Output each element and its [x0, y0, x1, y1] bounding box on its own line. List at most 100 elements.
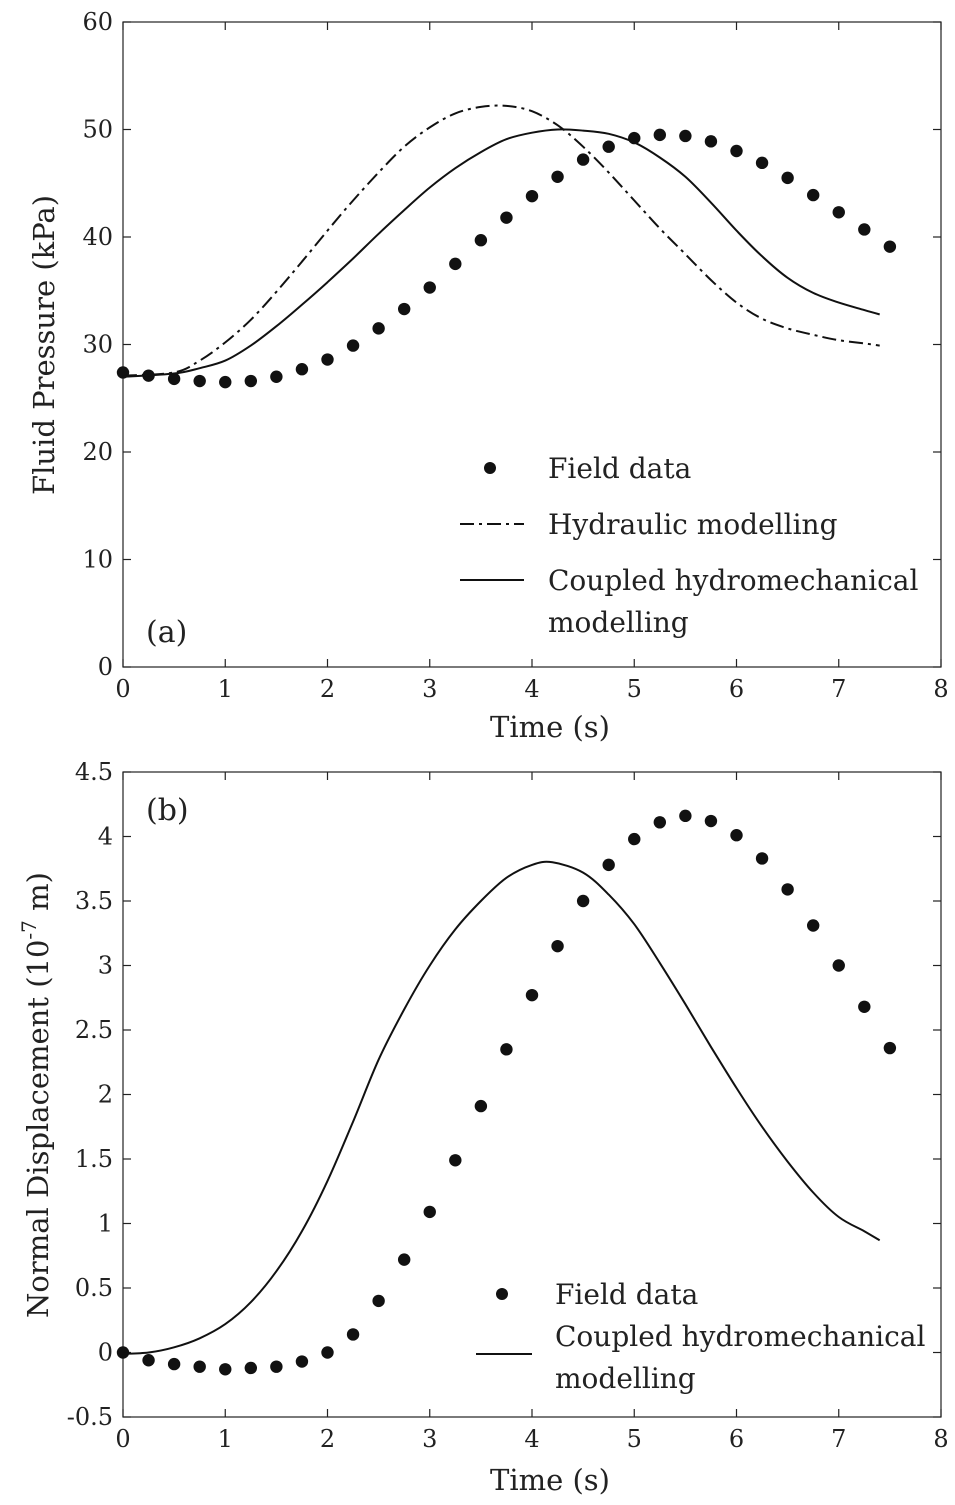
panel-b-y-axis-label-unit: m) — [21, 872, 55, 920]
legend-coupled-label-line1: Coupled hydromechanical — [548, 564, 918, 597]
panel-b-field-data-point — [551, 939, 564, 953]
panel-b-field-data-point — [423, 1205, 436, 1219]
panel-a-field-data-point — [321, 353, 334, 366]
panel-a-field-data-point — [423, 281, 436, 294]
panel-b-y-tick-label: 3.5 — [75, 887, 113, 915]
panel-b-field-data-point — [858, 1000, 871, 1013]
panel-b-label: (b) — [146, 793, 189, 828]
panel-a-x-tick-label: 5 — [627, 675, 642, 703]
panel-a-field-data-point — [167, 372, 181, 386]
panel-b-field-data-point — [806, 919, 820, 932]
panel-b-field-data-point — [883, 1041, 897, 1055]
panel-b-field-data-point — [730, 829, 743, 842]
panel-b-normal-displacement-chart: 0 1 2 3 4 5 6 7 8-0.500.511.522.533.544.5 (b) Ti… — [17, 758, 949, 1497]
panel-b-field-data-point — [295, 1355, 309, 1368]
panel-b-y-axis-label: Normal Displacement (10-7 m) — [17, 872, 55, 1318]
panel-b-field-data-point — [219, 1363, 232, 1376]
panel-b-y-tick-label: 4.5 — [75, 758, 113, 786]
panel-b-x-tick-label: 1 — [218, 1425, 233, 1453]
panel-b-field-data-point — [704, 814, 718, 828]
panel-a-x-axis-label: Time (s) — [490, 710, 610, 744]
panel-b-field-data-point — [653, 816, 667, 829]
panel-a-label: (a) — [146, 615, 187, 650]
panel-b-y-tick-label: 1.5 — [75, 1145, 113, 1173]
panel-a-field-data-point — [832, 206, 845, 219]
legend-hydraulic-label: Hydraulic modelling — [548, 508, 838, 541]
panel-a-field-data-point — [858, 223, 871, 236]
panel-b-field-data-point — [244, 1361, 258, 1375]
panel-a-x-tick-label: 2 — [320, 675, 335, 703]
panel-b-x-tick-label: 5 — [627, 1425, 642, 1453]
panel-b-field-data-point — [576, 894, 590, 908]
panel-a-field-data-point — [602, 140, 615, 153]
panel-a-y-tick-label: 0 — [98, 653, 113, 681]
panel-a-hydraulic-modelling-line — [122, 104, 880, 377]
panel-a-field-data-point — [244, 374, 258, 388]
legend-b-field-data-label: Field data — [555, 1278, 698, 1311]
panel-b-y-tick-label: 0 — [98, 1339, 113, 1367]
panel-b-series — [116, 809, 897, 1376]
panel-b-field-data-point — [116, 1346, 130, 1359]
panel-a-x-tick-label: 4 — [524, 675, 539, 703]
panel-b-x-tick-label: 2 — [320, 1425, 335, 1453]
panel-b-x-tick-label: 0 — [115, 1425, 130, 1453]
panel-b-field-data-point — [602, 858, 615, 872]
panel-b-field-data-point — [449, 1154, 462, 1167]
panel-a-fluid-pressure-chart: 0 1 2 3 4 5 6 7 8 0 10 20 30 40 50 60 (a) Time (s) Flui… — [27, 8, 949, 744]
panel-b-field-data-point — [525, 988, 539, 1002]
panel-b-y-tick-label: 1 — [98, 1210, 113, 1238]
panel-a-field-data-point — [883, 240, 897, 253]
panel-a-field-data-point — [806, 188, 820, 202]
panel-a-field-data-point — [397, 302, 411, 316]
legend-field-data-label: Field data — [548, 452, 691, 485]
panel-a-field-data-point — [781, 171, 794, 185]
panel-a-y-tick-label: 30 — [82, 331, 113, 359]
panel-b-field-data-point — [142, 1354, 155, 1367]
legend-b-field-data-marker — [496, 1288, 508, 1300]
panel-a-field-data-point — [500, 211, 513, 224]
panel-b-field-data-point — [755, 852, 769, 865]
panel-a-field-data-point — [679, 129, 692, 143]
panel-a-y-tick-label: 10 — [82, 546, 113, 574]
panel-b-x-tick-label: 4 — [524, 1425, 539, 1453]
panel-b-x-tick-label: 8 — [933, 1425, 948, 1453]
panel-a-field-data-point — [295, 363, 309, 376]
panel-b-field-data-point — [346, 1328, 360, 1341]
panel-b-field-data-point — [372, 1294, 385, 1308]
panel-a-field-data-point — [449, 257, 462, 271]
panel-b-field-data-point — [270, 1360, 283, 1373]
panel-b-field-data-point — [628, 832, 641, 846]
panel-b-field-data-point — [474, 1099, 488, 1113]
panel-b-y-axis-label-main: Normal Displacement (10 — [21, 940, 55, 1318]
panel-a-y-tick-label: 40 — [82, 223, 113, 251]
panel-b-y-tick-label: 4 — [98, 823, 113, 851]
panel-a-x-tick-label: 1 — [218, 675, 233, 703]
legend-field-data-marker — [484, 462, 496, 474]
panel-b-legend: Field data Coupled hydromechanical model… — [476, 1278, 925, 1395]
panel-a-field-data-point — [474, 234, 488, 247]
panel-b-y-tick-label: 3 — [98, 952, 113, 980]
panel-a-legend: Field data Hydraulic modelling Coupled h… — [460, 452, 918, 639]
panel-a-y-tick-label: 20 — [82, 438, 113, 466]
panel-b-ticks: 0 1 2 3 4 5 6 7 8-0.500.511.522.533.544.5 — [67, 758, 949, 1453]
panel-b-field-data-point — [781, 883, 794, 896]
panel-a-field-data-point — [525, 189, 539, 203]
panel-b-field-data-point — [397, 1253, 411, 1266]
panel-a-coupled-hydromechanical-modelling-line — [122, 128, 880, 378]
panel-a-field-data-point — [372, 322, 385, 335]
panel-a-x-tick-label: 7 — [831, 675, 846, 703]
legend-coupled-label-line2: modelling — [548, 606, 689, 639]
panel-a-field-data-point — [755, 156, 769, 170]
panel-b-field-data-point — [832, 959, 845, 972]
panel-b-coupled-hydromechanical-modelling-line — [122, 860, 881, 1355]
panel-a-series — [116, 104, 897, 389]
panel-b-field-data-point — [167, 1357, 181, 1371]
panel-b-field-data-point — [193, 1360, 206, 1373]
panel-a-x-tick-label: 3 — [422, 675, 437, 703]
panel-b-y-tick-label: -0.5 — [67, 1403, 113, 1431]
legend-b-coupled-label-line1: Coupled hydromechanical — [555, 1320, 925, 1353]
panel-a-x-tick-label: 6 — [729, 675, 744, 703]
panel-b-x-tick-label: 6 — [729, 1425, 744, 1453]
legend-b-coupled-label-line2: modelling — [555, 1362, 696, 1395]
